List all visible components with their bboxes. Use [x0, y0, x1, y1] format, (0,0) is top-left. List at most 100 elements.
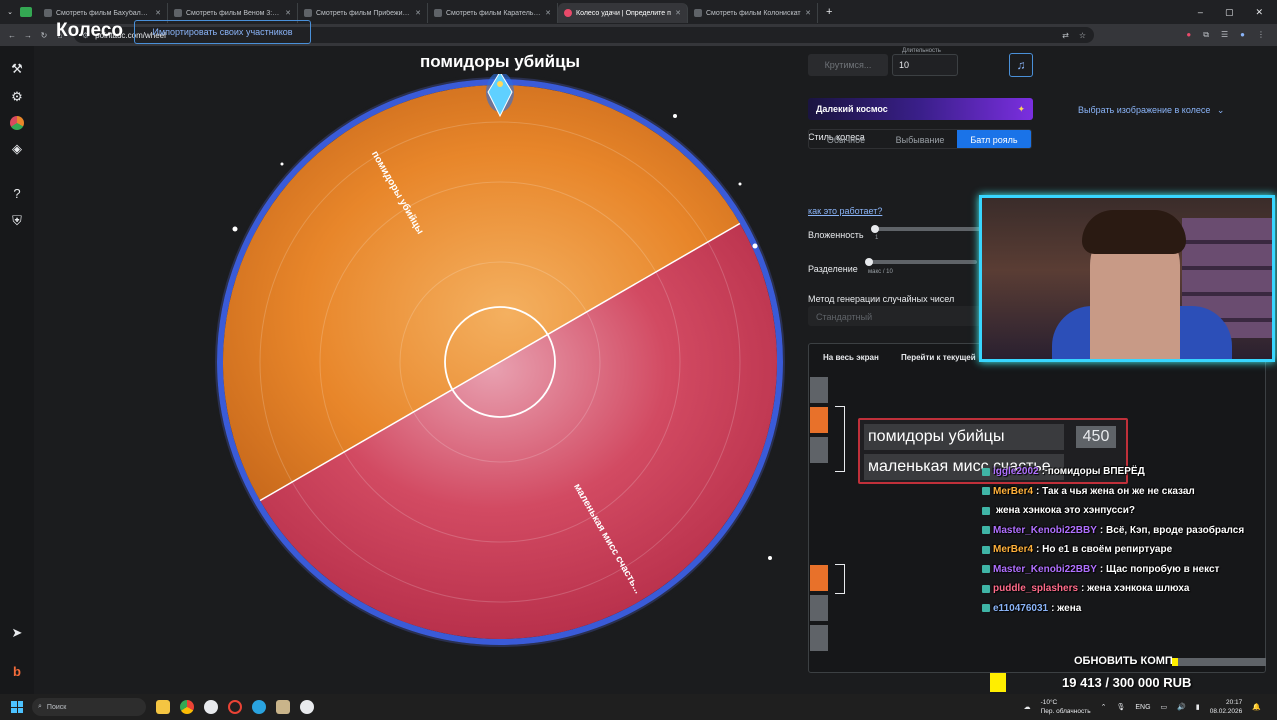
boosty-icon[interactable]: b — [13, 663, 21, 679]
rng-select[interactable]: Стандартный — [808, 306, 988, 326]
wheel-divider — [259, 222, 741, 502]
taskbar-search[interactable]: ⌕ Поиск — [32, 698, 146, 716]
taskbar-clock[interactable]: 20:17 08.02.2026 — [1209, 699, 1243, 715]
extension-icon[interactable]: ● — [1186, 30, 1192, 39]
language-indicator[interactable]: ENG — [1135, 703, 1151, 711]
slider-knob[interactable] — [871, 225, 879, 233]
wheel-winner-label: помидоры убийцы — [419, 52, 581, 71]
browser-tab[interactable]: Смотреть фильм Бахубали: Н ✕ — [38, 3, 168, 23]
wheel-slice — [260, 223, 778, 639]
app-icon[interactable] — [204, 700, 218, 714]
close-icon[interactable]: ✕ — [675, 10, 681, 17]
how-it-works-link[interactable]: как это работает? — [808, 206, 883, 216]
browser-tab[interactable]: Смотреть фильм Каратель: Тр ✕ — [428, 3, 558, 23]
chat-badge-icon — [982, 526, 990, 535]
microphone-icon[interactable]: 🎙 — [1116, 704, 1126, 711]
browser-menu-icon[interactable]: ⋮ — [1257, 30, 1265, 39]
import-participants-button[interactable]: Импортировать своих участников — [134, 20, 311, 44]
chevron-down-icon: ⌄ — [1216, 105, 1225, 115]
bracket-slot — [810, 565, 828, 591]
forward-icon[interactable]: → — [24, 30, 32, 40]
minimize-icon[interactable]: – — [1197, 6, 1203, 17]
new-tab-icon[interactable]: + — [826, 6, 833, 18]
network-icon[interactable]: ▭ — [1160, 704, 1168, 711]
bracket-slot — [810, 377, 828, 403]
tab-go-to-current[interactable]: Перейти к текущей — [901, 353, 976, 362]
windows-taskbar: ⌕ Поиск ☁ -10°C Пер. облачность ⌃ 🎙 ENG … — [0, 694, 1277, 720]
chevron-up-icon[interactable]: ⌃ — [1100, 704, 1107, 711]
volume-icon[interactable]: 🔊 — [1177, 704, 1186, 711]
nesting-slider[interactable] — [871, 225, 983, 233]
favicon-icon — [434, 9, 442, 17]
sheets-icon[interactable] — [20, 7, 32, 17]
image-select-link[interactable]: Выбрать изображение в колесе ⌄ — [1078, 105, 1225, 115]
mode-option-battle-royale[interactable]: Батл рояль — [957, 130, 1031, 148]
close-icon[interactable]: ✕ — [155, 10, 161, 17]
url-field[interactable]: ⚙ pointauc.com/wheel ⇄ ☆ — [74, 27, 1094, 43]
tab-menu-icon[interactable]: ⌄ — [7, 9, 13, 16]
settings-gear-icon[interactable]: ⚙ — [11, 89, 23, 104]
close-icon[interactable]: ✕ — [415, 10, 421, 17]
tab-fullscreen[interactable]: На весь экран — [823, 353, 879, 362]
shield-icon[interactable]: ⛨ — [12, 213, 22, 228]
auction-hammer-icon[interactable]: ⚒ — [11, 61, 23, 76]
wheel-style-select[interactable]: Далекий космос ✦ — [808, 98, 1033, 120]
chat-message: puddle_splashers: жена хэнкока шлюха — [982, 579, 1272, 599]
music-note-icon[interactable]: ♫ — [1009, 53, 1033, 77]
close-icon[interactable]: ✕ — [805, 10, 811, 17]
back-icon[interactable]: ← — [8, 30, 16, 40]
wheel-center-ring — [444, 306, 556, 418]
duration-label: Длительность — [900, 48, 943, 54]
tab-search-icon[interactable]: ☰ — [1220, 30, 1229, 39]
bracket-line — [835, 406, 845, 472]
opera-icon[interactable] — [228, 700, 242, 714]
home-icon[interactable]: ⌂ — [57, 30, 63, 40]
maximize-icon[interactable]: ▢ — [1224, 6, 1234, 17]
notification-bell-icon[interactable]: 🔔 — [1252, 704, 1261, 711]
chat-username: Master_Kenobi22BBY — [993, 524, 1097, 536]
telegram-taskbar-icon[interactable] — [252, 700, 266, 714]
goal-title: ОБНОВИТЬ КОМП — [1074, 655, 1173, 667]
browser-tab[interactable]: Смотреть фильм Прибежище ✕ — [298, 3, 428, 23]
app-icon[interactable] — [276, 700, 290, 714]
browser-tab-active[interactable]: Колесо удачи | Определите п ✕ — [558, 3, 688, 23]
chat-message: жена хэнкока это хэнпусси? — [982, 501, 1272, 521]
bracket-slot — [810, 437, 828, 463]
slider-knob[interactable] — [865, 258, 873, 266]
division-label: Разделение — [808, 264, 858, 274]
site-info-icon[interactable]: ⚙ — [82, 30, 90, 40]
chat-message: MerBer4: Но е1 в своём репиртуаре — [982, 540, 1272, 560]
mode-option-elimination[interactable]: Выбывание — [895, 135, 945, 145]
bookmark-star-icon[interactable]: ☆ — [1078, 30, 1086, 40]
wheel-svg[interactable]: помидоры убийцы маленькая мисс счасть... — [200, 71, 800, 654]
wheel-slice — [223, 85, 740, 501]
chat-badge-icon — [982, 467, 990, 476]
chrome-icon[interactable] — [180, 700, 194, 714]
translate-icon[interactable]: ⇄ — [1062, 30, 1069, 40]
layers-icon[interactable]: ◈ — [12, 141, 22, 156]
profile-avatar-icon[interactable]: ● — [1240, 30, 1245, 39]
browser-tab[interactable]: Смотреть фильм Колонискат ✕ — [688, 3, 818, 23]
battery-icon[interactable]: ▮ — [1195, 704, 1200, 711]
obs-icon[interactable] — [300, 700, 314, 714]
telegram-icon[interactable]: ➤ — [11, 625, 23, 640]
browser-tab[interactable]: Смотреть фильм Веном 3: По ✕ — [168, 3, 298, 23]
division-slider[interactable] — [865, 258, 977, 266]
chat-username: puddle_splashers — [993, 583, 1079, 595]
chat-text: : жена хэнкока шлюха — [1081, 583, 1190, 595]
help-icon[interactable]: ? — [13, 185, 21, 201]
reload-icon[interactable]: ↻ — [40, 30, 48, 40]
windows-start-icon[interactable] — [8, 698, 26, 716]
close-icon[interactable]: ✕ — [285, 10, 291, 17]
extensions-puzzle-icon[interactable]: ⧉ — [1203, 30, 1209, 39]
nesting-value: 1 — [875, 235, 879, 241]
window-close-icon[interactable]: ✕ — [1255, 6, 1263, 17]
duration-input[interactable]: 10 — [892, 54, 958, 76]
wheel-icon[interactable] — [10, 116, 24, 130]
spin-button[interactable]: Крутимся... — [808, 54, 888, 76]
file-explorer-icon[interactable] — [156, 700, 170, 714]
chat-text: : жена — [1051, 602, 1082, 614]
close-icon[interactable]: ✕ — [545, 10, 551, 17]
mode-option-normal[interactable]: Обычное — [826, 135, 866, 145]
wheel-container: помидоры убийцы маленькая мисс счасть... — [200, 71, 800, 654]
